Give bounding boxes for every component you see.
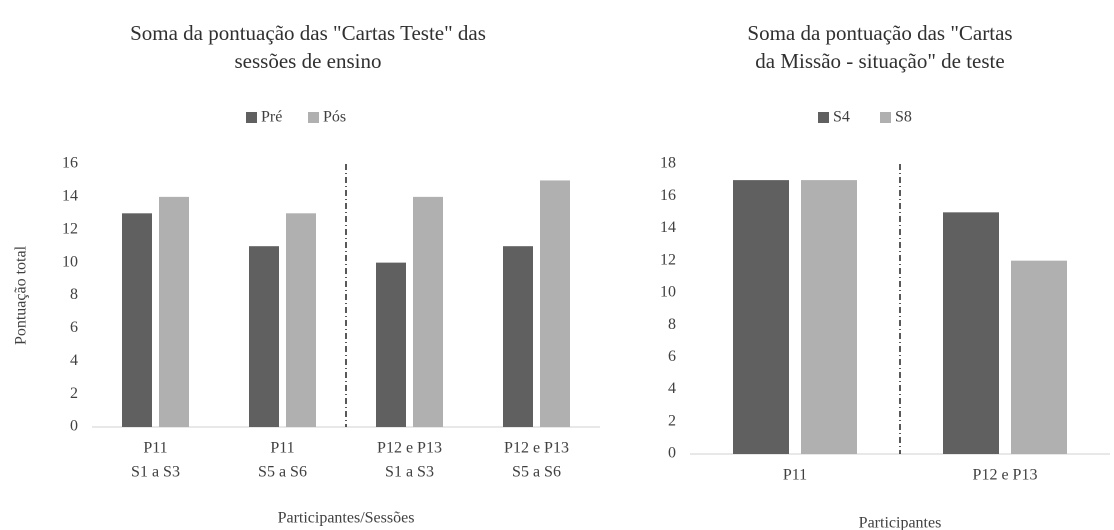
bar [540,180,570,427]
bar [413,196,443,427]
x-tick-label: P11 [270,440,294,457]
y-tick-label: 10 [660,284,676,301]
legend-swatch [880,112,891,123]
legend-label: Pós [323,109,346,126]
y-tick-label: 4 [70,352,78,369]
legend-swatch [246,112,257,123]
y-tick-label: 10 [62,253,78,270]
chart-title: Soma da pontuação das "Cartas [747,21,1012,45]
y-tick-label: 6 [668,348,676,365]
y-tick-label: 14 [660,219,676,236]
legend-swatch [308,112,319,123]
y-tick-label: 4 [668,380,676,397]
bar [733,180,789,454]
y-tick-label: 8 [668,316,676,333]
x-tick-label: S5 a S6 [258,464,307,481]
chart-title: da Missão - situação" de teste [755,49,1004,73]
x-tick-label: S1 a S3 [385,464,434,481]
x-axis-label: Participantes/Sessões [278,510,415,527]
legend-label: S8 [895,109,912,126]
x-tick-label: P11 [143,440,167,457]
y-tick-label: 6 [70,319,78,336]
x-tick-label: S5 a S6 [512,464,561,481]
x-tick-label: P12 e P13 [973,467,1038,484]
bar [1011,260,1067,454]
bar [122,213,152,427]
bar [503,246,533,427]
y-axis-label: Pontuação total [13,245,30,345]
y-tick-label: 18 [660,155,676,172]
legend-label: Pré [261,109,282,126]
y-tick-label: 8 [70,286,78,303]
y-tick-label: 16 [62,155,78,172]
y-tick-label: 12 [62,220,78,237]
bar [943,212,999,454]
x-tick-label: P11 [783,467,807,484]
bar [249,246,279,427]
bar [286,213,316,427]
y-tick-label: 14 [62,188,78,205]
y-tick-label: 0 [668,445,676,462]
chart-title: sessões de ensino [235,49,382,73]
y-tick-label: 2 [70,385,78,402]
x-axis-label: Participantes [859,515,942,530]
legend-label: S4 [833,109,850,126]
y-tick-label: 12 [660,251,676,268]
x-tick-label: S1 a S3 [131,464,180,481]
bar [801,180,857,454]
y-tick-label: 0 [70,418,78,435]
x-tick-label: P12 e P13 [377,440,442,457]
chart-title: Soma da pontuação das "Cartas Teste" das [130,21,486,45]
bar [376,262,406,427]
bar [159,196,189,427]
legend-swatch [818,112,829,123]
y-tick-label: 2 [668,412,676,429]
x-tick-label: P12 e P13 [504,440,569,457]
y-tick-label: 16 [660,187,676,204]
